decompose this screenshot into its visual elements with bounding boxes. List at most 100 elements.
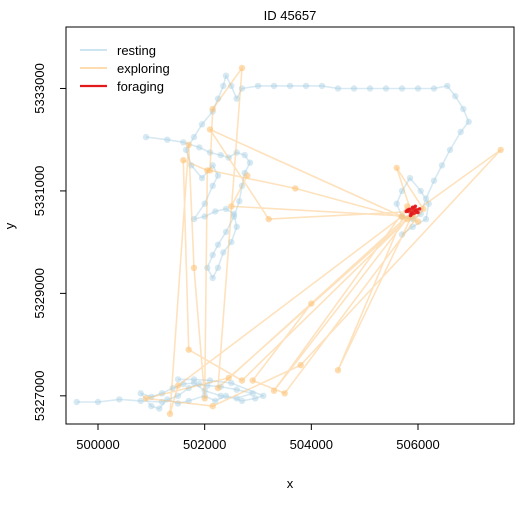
resting-point xyxy=(422,195,430,202)
resting-point xyxy=(214,95,222,102)
legend-label-exploring: exploring xyxy=(117,61,170,76)
resting-point xyxy=(116,396,123,403)
y-tick-label: 5329000 xyxy=(32,268,47,319)
resting-point xyxy=(142,133,150,141)
resting-point xyxy=(158,390,166,397)
resting-point xyxy=(214,264,222,271)
exploring-point xyxy=(201,395,208,402)
exploring-point xyxy=(204,167,211,174)
exploring-point xyxy=(238,64,246,72)
exploring-point xyxy=(404,215,411,223)
resting-point xyxy=(222,72,230,79)
resting-point xyxy=(366,85,374,92)
resting-point xyxy=(220,249,227,256)
exploring-point xyxy=(297,361,304,369)
resting-point xyxy=(188,162,195,169)
exploring-point xyxy=(393,164,400,172)
resting-point xyxy=(169,384,176,392)
resting-point xyxy=(204,264,211,271)
resting-point xyxy=(217,151,224,159)
resting-point xyxy=(174,392,182,399)
resting-point xyxy=(382,85,390,92)
exploring-point xyxy=(185,141,192,148)
series-foraging xyxy=(404,204,422,218)
exploring-point xyxy=(244,172,251,179)
resting-track-1 xyxy=(145,74,470,279)
resting-point xyxy=(94,398,102,406)
exploring-point xyxy=(265,215,272,223)
resting-point xyxy=(206,377,214,384)
exploring-point xyxy=(209,402,216,410)
resting-point xyxy=(460,105,467,113)
x-tick-label: 500000 xyxy=(76,437,119,452)
resting-point xyxy=(225,154,232,161)
resting-point xyxy=(174,376,182,383)
exploring-point xyxy=(214,384,222,392)
resting-point xyxy=(137,397,144,405)
resting-point xyxy=(233,95,240,102)
resting-point xyxy=(238,182,246,189)
resting-point xyxy=(185,384,192,392)
exploring-point xyxy=(174,382,182,389)
resting-point xyxy=(425,200,432,207)
y-tick-label: 5331000 xyxy=(32,166,47,217)
legend-label-foraging: foraging xyxy=(117,79,164,94)
resting-point xyxy=(214,172,222,179)
resting-point xyxy=(190,376,198,383)
resting-point xyxy=(209,251,216,259)
foraging-point xyxy=(413,204,418,209)
resting-point xyxy=(236,198,243,205)
resting-point xyxy=(414,85,422,92)
foraging-point xyxy=(414,209,418,213)
resting-point xyxy=(201,213,208,220)
resting-point xyxy=(206,149,214,156)
resting-point xyxy=(457,128,464,136)
resting-point xyxy=(204,382,211,389)
resting-point xyxy=(156,405,163,412)
resting-point xyxy=(180,139,187,146)
resting-point xyxy=(233,386,240,393)
resting-point xyxy=(164,396,171,403)
exploring-point xyxy=(142,395,150,402)
exploring-point xyxy=(249,377,256,384)
resting-point xyxy=(222,228,230,236)
resting-point xyxy=(217,392,224,399)
resting-point xyxy=(198,121,206,128)
series-layer xyxy=(73,64,504,417)
chart-title: ID 45657 xyxy=(264,8,317,23)
resting-point xyxy=(398,187,406,195)
resting-point xyxy=(246,159,254,166)
resting-point xyxy=(190,133,198,141)
exploring-point xyxy=(414,218,422,225)
resting-point xyxy=(214,241,222,248)
exploring-track-0 xyxy=(145,67,502,415)
exploring-point xyxy=(228,203,235,210)
resting-point xyxy=(302,82,310,90)
x-tick-label: 504000 xyxy=(290,437,333,452)
y-axis: 5327000 5329000 5331000 5333000 xyxy=(32,63,67,421)
foraging-point xyxy=(404,209,409,214)
resting-point xyxy=(180,380,187,388)
resting-point xyxy=(452,93,459,100)
resting-point xyxy=(438,162,446,169)
exploring-point xyxy=(180,157,187,164)
resting-point xyxy=(398,231,406,238)
resting-point xyxy=(201,200,208,207)
resting-point xyxy=(196,144,203,151)
series-exploring xyxy=(142,64,504,417)
exploring-point xyxy=(292,185,299,192)
y-axis-label: y xyxy=(2,222,17,229)
resting-point xyxy=(233,395,240,402)
legend: resting exploring foraging xyxy=(80,43,170,94)
exploring-point xyxy=(270,387,278,394)
resting-point xyxy=(137,390,144,397)
x-axis: 500000 502000 504000 506000 xyxy=(76,423,440,452)
resting-point xyxy=(393,200,400,207)
resting-point xyxy=(228,379,235,387)
resting-point xyxy=(230,210,238,218)
resting-point xyxy=(230,213,238,220)
exploring-point xyxy=(225,374,232,382)
resting-point xyxy=(158,398,166,406)
